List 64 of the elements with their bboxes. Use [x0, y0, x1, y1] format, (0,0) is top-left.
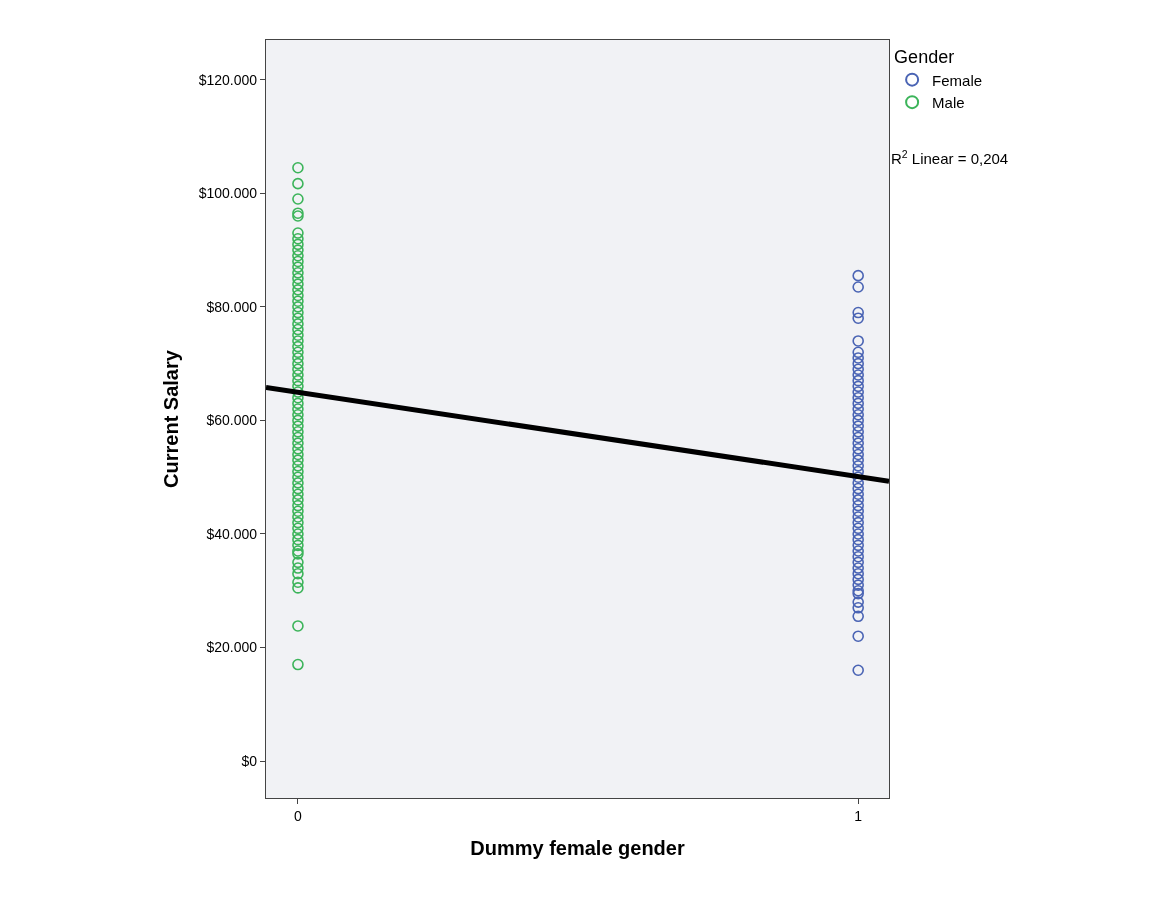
point — [852, 562, 864, 574]
point — [852, 357, 864, 370]
point — [852, 269, 864, 282]
point — [852, 397, 864, 410]
point — [852, 522, 864, 535]
point — [852, 601, 864, 614]
point — [852, 482, 864, 495]
x-tick-label: 1 — [854, 807, 863, 824]
y-tick-label: $120.000 — [198, 71, 258, 88]
point — [852, 403, 864, 415]
y-tick-label: $60.000 — [206, 412, 258, 429]
point — [852, 664, 864, 677]
point — [852, 454, 864, 466]
y-tick-label: $20.000 — [206, 639, 258, 656]
point — [852, 420, 864, 432]
y-tick-label: $80.000 — [206, 298, 258, 315]
point — [852, 516, 864, 529]
legend-label: Male — [932, 94, 965, 111]
point — [852, 488, 864, 501]
point — [852, 352, 864, 364]
point — [852, 369, 864, 381]
y-tick-label: $40.000 — [206, 525, 258, 542]
legend-title: Gender — [894, 47, 955, 68]
x-axis-title: Dummy female gender — [470, 837, 685, 860]
point — [852, 414, 864, 427]
point — [852, 567, 864, 580]
point — [852, 391, 864, 404]
point — [852, 573, 864, 586]
point — [852, 386, 864, 398]
point — [852, 556, 864, 569]
point — [852, 346, 864, 359]
y-axis-title: Current Salary — [160, 349, 183, 488]
point — [852, 460, 864, 472]
point — [852, 528, 864, 540]
point — [852, 306, 864, 319]
point — [852, 494, 864, 506]
point — [852, 511, 864, 523]
point — [852, 431, 864, 444]
point — [852, 533, 864, 546]
point — [852, 630, 864, 642]
point — [852, 505, 864, 518]
point — [852, 408, 864, 421]
point — [852, 539, 864, 552]
point — [852, 610, 864, 623]
point — [852, 281, 864, 293]
point — [852, 335, 864, 347]
y-tick-label: $100.000 — [198, 185, 258, 202]
point — [852, 380, 864, 393]
point — [852, 545, 864, 557]
point — [852, 499, 864, 512]
text: R$^{2}$ Linear = 0,204 — [891, 148, 1009, 168]
y-tick-label: $0 — [241, 752, 258, 769]
point — [852, 443, 864, 455]
point — [852, 448, 864, 461]
point — [852, 579, 864, 591]
point — [852, 363, 864, 376]
point — [852, 425, 864, 438]
point — [852, 550, 864, 563]
x-tick-label: 0 — [294, 807, 303, 824]
point — [852, 374, 864, 387]
point — [852, 312, 864, 325]
point — [852, 437, 864, 449]
legend-label: Female — [932, 71, 983, 89]
point — [852, 596, 864, 608]
